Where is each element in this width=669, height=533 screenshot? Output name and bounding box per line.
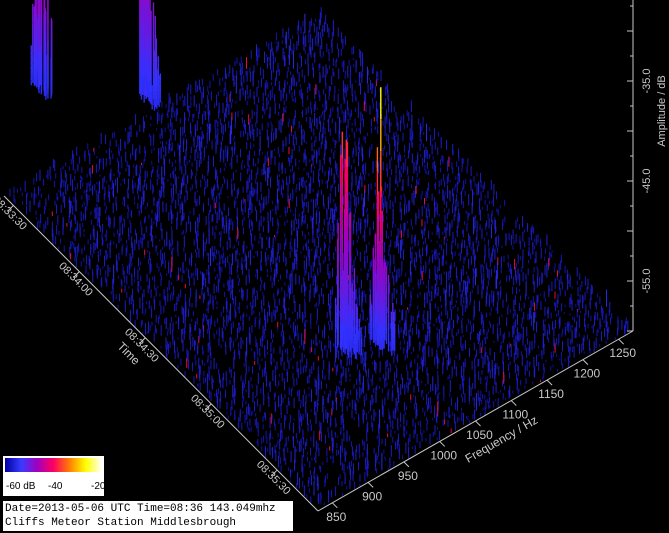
noise-floor-spikes	[9, 7, 629, 505]
